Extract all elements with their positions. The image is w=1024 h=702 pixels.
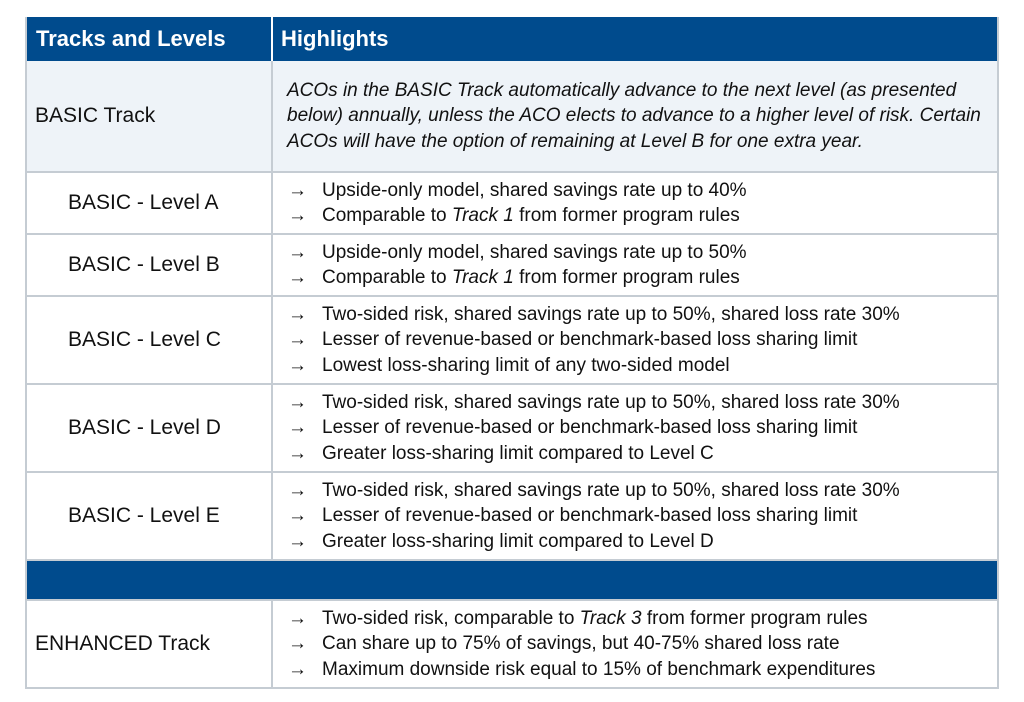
- basic-track-row: BASIC Track ACOs in the BASIC Track auto…: [27, 61, 997, 173]
- bullet-item: → Lowest loss-sharing limit of any two-si…: [288, 353, 991, 379]
- level-highlights: → Two-sided risk, shared savings rate up …: [273, 385, 997, 471]
- header-tracks-and-levels: Tracks and Levels: [27, 17, 273, 61]
- enhanced-track-highlights: → Two-sided risk, comparable to Track 3 f…: [273, 601, 997, 687]
- arrow-right-icon: →: [288, 329, 307, 351]
- bullet-item: → Upside-only model, shared savings rate …: [288, 240, 991, 266]
- arrow-right-icon: →: [288, 303, 307, 325]
- arrow-right-icon: →: [288, 479, 307, 501]
- level-label: BASIC - Level A: [27, 173, 273, 233]
- arrow-right-icon: →: [288, 354, 307, 376]
- level-label: BASIC - Level C: [27, 297, 273, 383]
- level-highlights: → Upside-only model, shared savings rate …: [273, 173, 997, 233]
- arrow-right-icon: →: [288, 179, 307, 201]
- enhanced-track-label: ENHANCED Track: [27, 601, 273, 687]
- arrow-right-icon: →: [288, 417, 307, 439]
- bullet-item: → Two-sided risk, shared savings rate up …: [288, 390, 991, 416]
- level-row-e: BASIC - Level E → Two-sided risk, shared …: [27, 473, 997, 561]
- bullet-item: → Two-sided risk, shared savings rate up …: [288, 302, 991, 328]
- enhanced-track-row: ENHANCED Track → Two-sided risk, comparab…: [27, 601, 997, 689]
- bullet-item: → Upside-only model, shared savings rate …: [288, 178, 991, 204]
- bullet-item: → Lesser of revenue-based or benchmark-ba…: [288, 415, 991, 441]
- level-label: BASIC - Level B: [27, 235, 273, 295]
- bullet-item: → Lesser of revenue-based or benchmark-ba…: [288, 327, 991, 353]
- bullet-item: → Maximum downside risk equal to 15% of b…: [288, 657, 991, 683]
- bullet-item: → Comparable to Track 1 from former progr…: [288, 203, 991, 229]
- basic-track-description: ACOs in the BASIC Track automatically ad…: [287, 79, 981, 152]
- arrow-right-icon: →: [288, 205, 307, 226]
- bullet-item: → Comparable to Track 1 from former progr…: [288, 265, 991, 291]
- level-label: BASIC - Level E: [27, 473, 273, 559]
- bullet-item: → Two-sided risk, shared savings rate up …: [288, 478, 991, 504]
- level-label: BASIC - Level D: [27, 385, 273, 471]
- section-divider-bar: [27, 561, 997, 601]
- basic-track-label: BASIC Track: [27, 61, 273, 171]
- arrow-right-icon: →: [288, 241, 307, 263]
- table-header-row: Tracks and Levels Highlights: [27, 17, 997, 61]
- level-row-d: BASIC - Level D → Two-sided risk, shared …: [27, 385, 997, 473]
- level-highlights: → Upside-only model, shared savings rate …: [273, 235, 997, 295]
- bullet-item: → Lesser of revenue-based or benchmark-ba…: [288, 503, 991, 529]
- bullet-item: → Can share up to 75% of savings, but 40-…: [288, 631, 991, 657]
- arrow-right-icon: →: [288, 267, 307, 288]
- bullet-item: → Greater loss-sharing limit compared to …: [288, 441, 991, 467]
- arrow-right-icon: →: [288, 658, 307, 680]
- level-row-c: BASIC - Level C → Two-sided risk, shared …: [27, 297, 997, 385]
- bullet-item: → Greater loss-sharing limit compared to …: [288, 529, 991, 555]
- bullet-item: → Two-sided risk, comparable to Track 3 f…: [288, 606, 991, 632]
- level-row-b: BASIC - Level B → Upside-only model, shar…: [27, 235, 997, 297]
- level-row-a: BASIC - Level A → Upside-only model, shar…: [27, 173, 997, 235]
- header-highlights: Highlights: [281, 26, 389, 52]
- arrow-right-icon: →: [288, 607, 307, 629]
- tracks-table: Tracks and Levels Highlights BASIC Track…: [25, 17, 999, 689]
- arrow-right-icon: →: [288, 442, 307, 464]
- arrow-right-icon: →: [288, 505, 307, 527]
- level-highlights: → Two-sided risk, shared savings rate up …: [273, 473, 997, 559]
- arrow-right-icon: →: [288, 633, 307, 655]
- level-highlights: → Two-sided risk, shared savings rate up …: [273, 297, 997, 383]
- arrow-right-icon: →: [288, 391, 307, 413]
- arrow-right-icon: →: [288, 530, 307, 552]
